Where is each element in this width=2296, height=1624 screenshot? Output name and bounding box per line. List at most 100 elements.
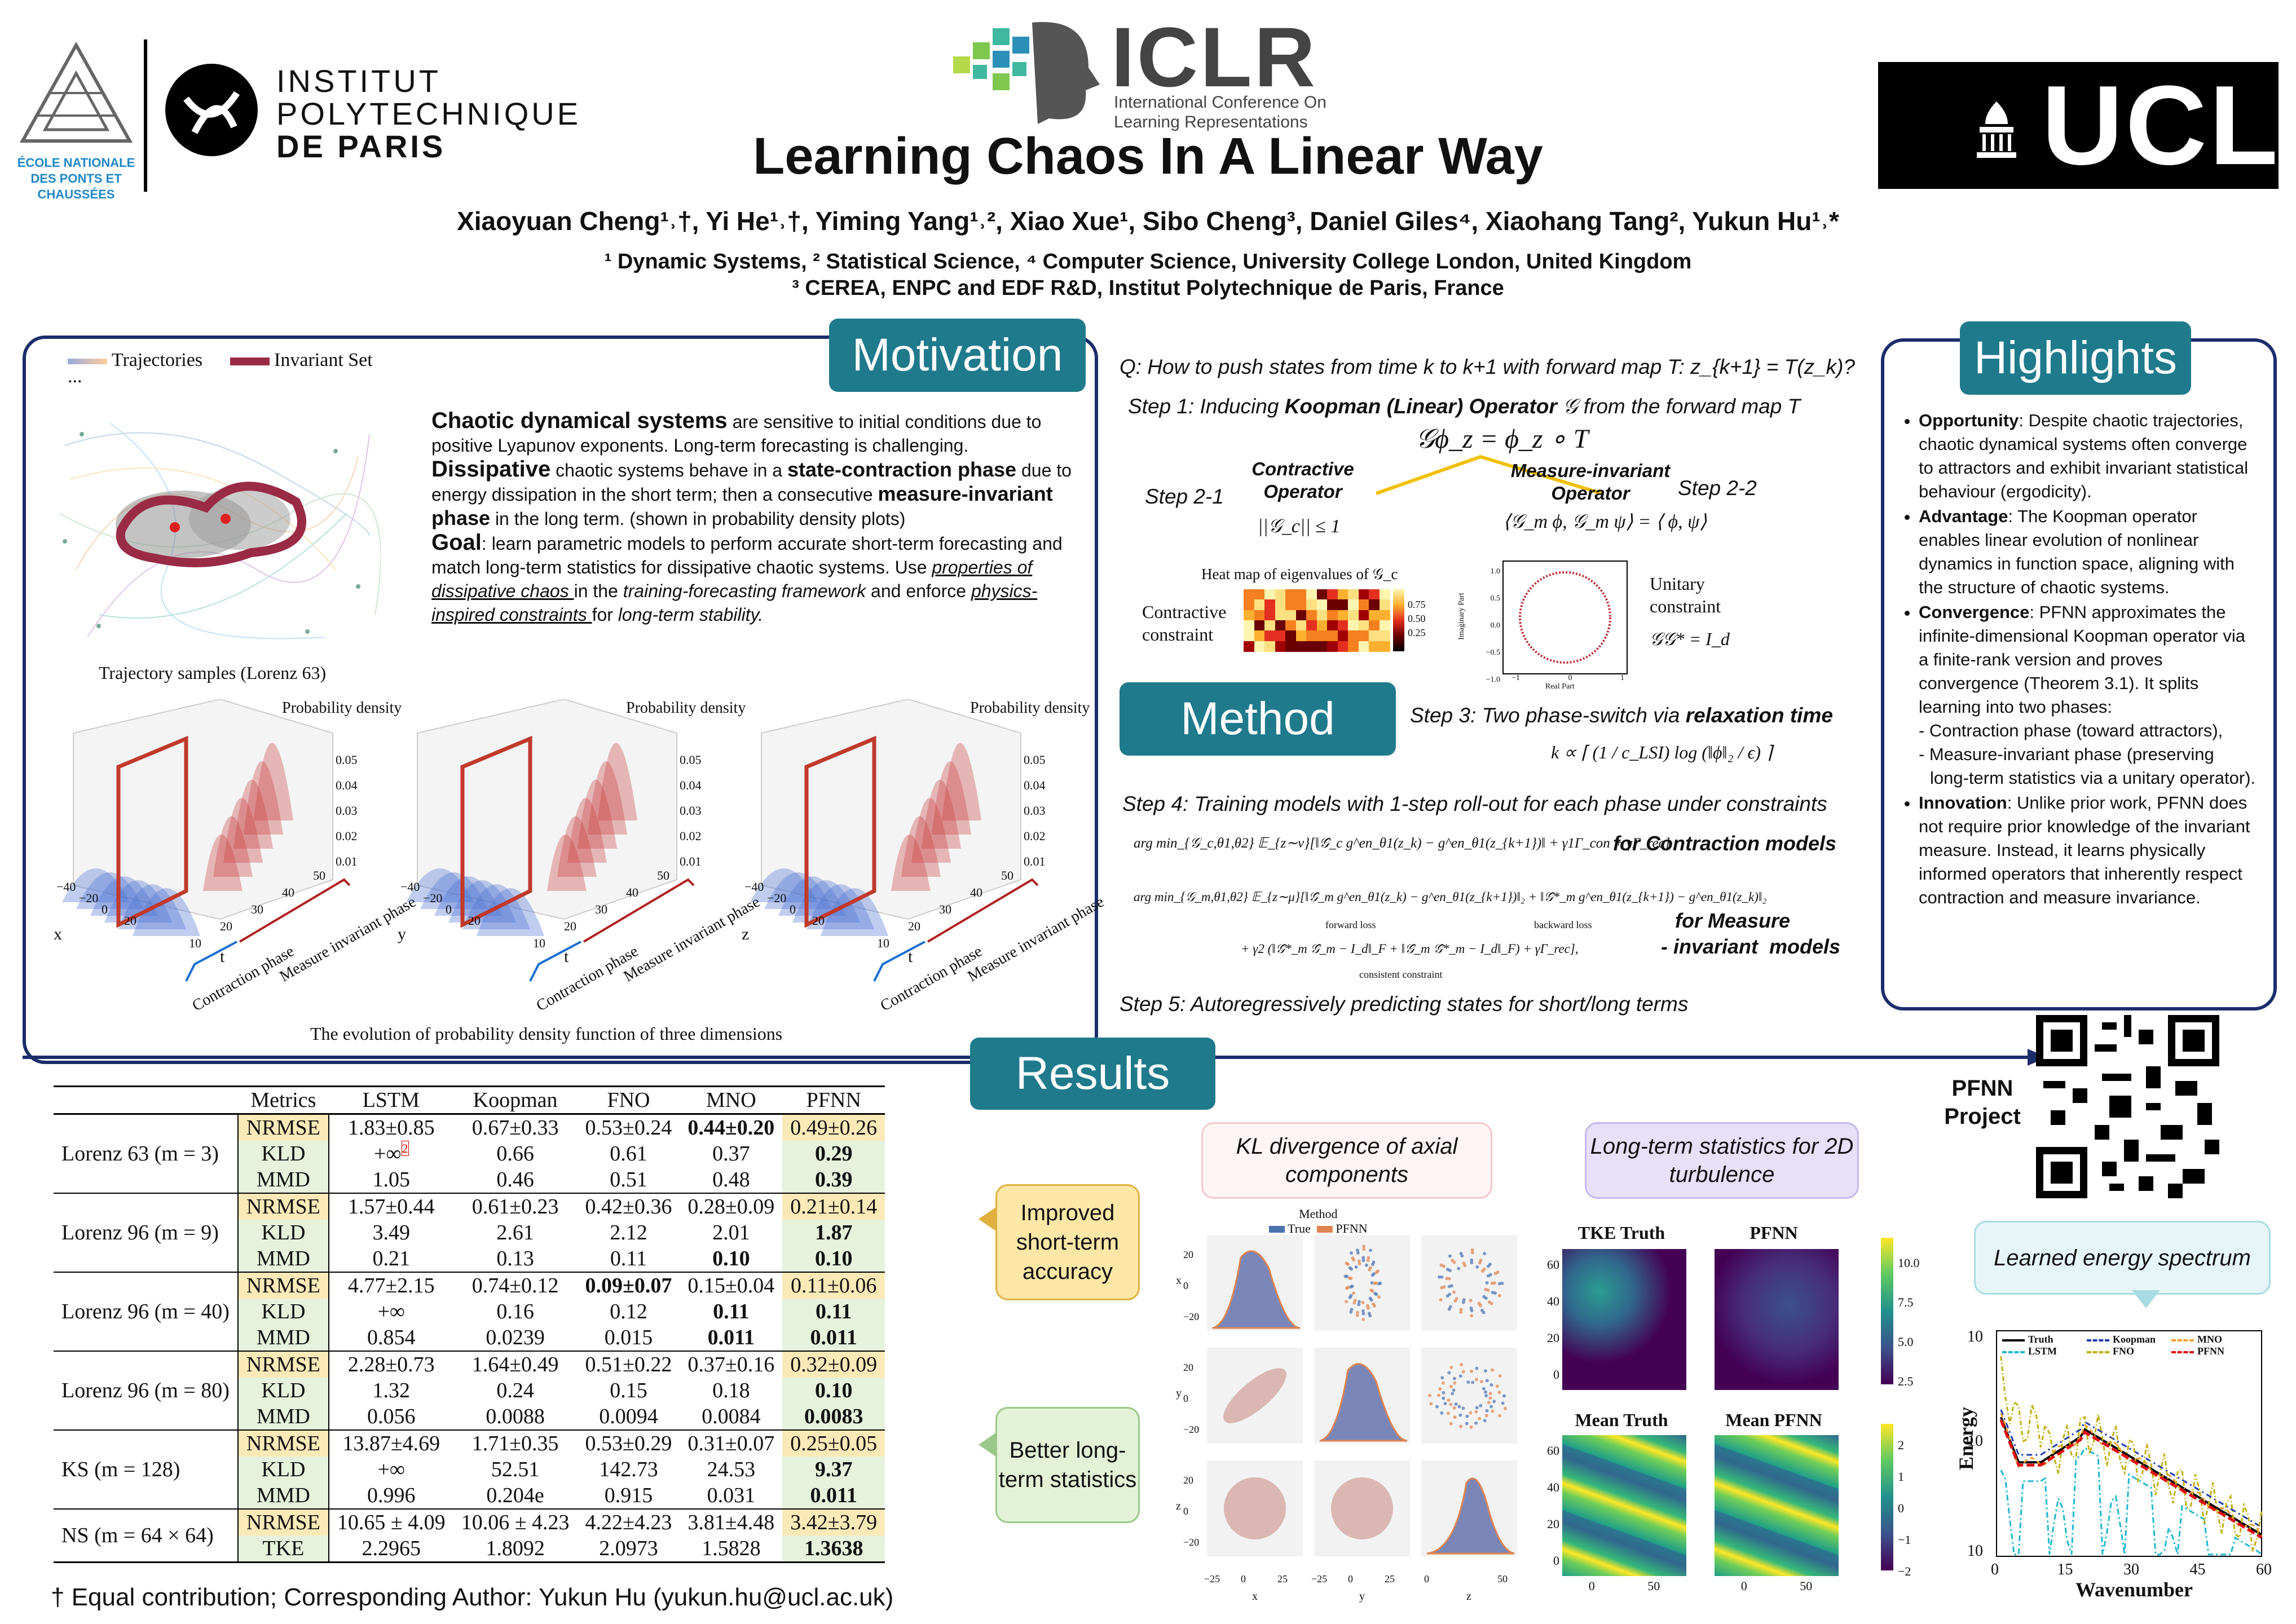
metric-value: 0.28±0.09: [680, 1193, 783, 1220]
density-curve: [62, 868, 130, 902]
density-label: Probability density: [970, 699, 1090, 717]
metric-value: 0.056: [367, 1405, 416, 1428]
metric-value: 0.204e: [486, 1484, 544, 1507]
qr-code[interactable]: [2036, 1015, 2219, 1198]
metric-value: 10.06 ± 4.23: [453, 1508, 578, 1535]
metric-value: 0.49±0.26: [782, 1114, 885, 1141]
density-tick: 0.02: [1024, 829, 1046, 843]
unit-circle-plot: Imaginary Part Real Part 1.0 0.5 0.0 −0.…: [1457, 558, 1636, 694]
density-tick: 0.05: [336, 753, 358, 767]
density-plot-y: [406, 699, 695, 982]
scatter-point: [1487, 1401, 1491, 1405]
logo-divider: [144, 39, 147, 192]
cbar-tick: 7.5: [1898, 1295, 1914, 1309]
kde-contour: [1224, 1477, 1286, 1539]
metric-value: 0.996: [367, 1484, 416, 1507]
metric-value: 0.46: [496, 1168, 534, 1191]
scatter-point: [1455, 1297, 1458, 1301]
scatter-point: [1469, 1306, 1473, 1310]
x-tick: −20: [79, 891, 99, 905]
density-tick: 0.03: [1024, 804, 1046, 818]
energy-spectrum-chart: 0 15 30 45 60 Wavenumber Energy 10 10 10 Truth Koop…: [1946, 1314, 2279, 1607]
pairplot-cell: [1207, 1348, 1303, 1444]
density-curve: [434, 876, 502, 916]
x-tick: 0: [790, 902, 796, 916]
heatmap-cell: [1369, 610, 1380, 621]
heatmap-cell: [1285, 620, 1296, 631]
scatter-point: [1356, 1310, 1360, 1314]
x-tick: 20: [124, 914, 136, 928]
scatter-point: [1452, 1376, 1456, 1380]
kde-contour: [1223, 1368, 1286, 1423]
heatmap-cell: [1369, 641, 1380, 652]
scatter-point: [1452, 1260, 1456, 1264]
metric-value: 2.01: [712, 1221, 750, 1245]
scatter-point: [1447, 1398, 1451, 1402]
p1-rest: are sensitive to initial conditions due …: [431, 412, 1042, 456]
kl-legend-pfnn: PFNN: [1336, 1221, 1368, 1235]
energy-spectrum-title: Learned energy spectrum: [1974, 1221, 2271, 1295]
es-legend-item: MNO: [2171, 1334, 2256, 1345]
metric-name: MMD: [237, 1325, 329, 1351]
longterm-title: Long-term statistics for 2D turbulence: [1585, 1122, 1859, 1199]
pairplot-ytick: 0: [1183, 1280, 1188, 1291]
metric-name: MMD: [237, 1482, 329, 1509]
scatter-point: [1349, 1276, 1353, 1280]
heatmap-cell: [1244, 610, 1254, 621]
metric-value: 0.53±0.29: [577, 1429, 680, 1457]
es-legend-item: Koopman: [2087, 1334, 2171, 1345]
heatmap-cell: [1379, 610, 1390, 621]
heatmap-cell: [1327, 589, 1338, 600]
heatmap-cell: [1285, 641, 1296, 652]
table-row: Lorenz 96 (m = 9) NRMSE 1.57±0.44 0.61±0.23…: [54, 1193, 885, 1272]
heatmap-cell: [1369, 589, 1380, 600]
scatter-point: [1374, 1270, 1378, 1274]
scatter-point: [1442, 1396, 1446, 1400]
scatter-point: [1373, 1281, 1377, 1285]
central-equation: 𝒢ϕ_z = ϕ_z ∘ T: [1416, 424, 1589, 454]
table-row: KLD 1.32 0.24 0.15 0.18 0.10: [54, 1378, 885, 1404]
table-row: MMD 1.05 0.46 0.51 0.48 0.39: [54, 1167, 885, 1193]
highlights-title: Highlights: [1960, 321, 2191, 395]
heatmap-ticks: 0.75 0.50 0.25: [1408, 598, 1426, 640]
heatmap-cell: [1379, 630, 1390, 642]
x-tick: −20: [767, 891, 787, 905]
es-xlabel: Wavenumber: [2075, 1578, 2193, 1601]
density-curve: [90, 876, 158, 916]
scatter-point: [1497, 1391, 1501, 1394]
iclr-sub1: International Conference On: [1114, 93, 1327, 112]
scatter-point: [1483, 1390, 1487, 1394]
heatmap-cell: [1379, 641, 1390, 652]
scatter-point: [1435, 1405, 1439, 1409]
motivation-title: Motivation: [829, 319, 1086, 392]
cbar-tick: 1: [1898, 1469, 1904, 1484]
field-ytick: 40: [1547, 1480, 1559, 1494]
callout-long-pointer: [979, 1432, 997, 1457]
field-yticks: 60 40 20 0: [1543, 1246, 1559, 1393]
metric-value: 0.11: [782, 1299, 885, 1325]
mean-pfnn-title: Mean PFNN: [1725, 1410, 1822, 1430]
density-curve: [932, 761, 971, 835]
heatmap-cell: [1379, 589, 1390, 600]
scatter-point: [1475, 1366, 1479, 1370]
heatmap-cell: [1264, 599, 1275, 611]
spectrum-line-koopman: [2000, 1409, 2262, 1528]
metric-value: 0.09±0.07: [577, 1272, 680, 1299]
density-curve: [133, 888, 200, 936]
heatmap-cell: [1306, 641, 1317, 652]
scatter-point: [1368, 1296, 1372, 1300]
heatmap-cell: [1337, 630, 1348, 642]
table-header: Metrics: [237, 1086, 329, 1115]
scatter-point: [1452, 1290, 1456, 1294]
metric-value: 3.81±4.48: [680, 1508, 783, 1535]
metric-value: 0.25±0.05: [782, 1429, 885, 1457]
pairplot-xtick: −25: [1204, 1573, 1220, 1585]
scatter-point: [1370, 1263, 1374, 1266]
es-legend-label: PFNN: [2197, 1345, 2224, 1357]
scatter-point: [1459, 1424, 1463, 1428]
metric-value: 1.71±0.35: [453, 1429, 578, 1457]
field-xticks-2: 0 50: [1715, 1579, 1839, 1594]
scatter-point: [1366, 1259, 1370, 1263]
p3-d: for: [592, 604, 618, 625]
scatter-point: [1485, 1409, 1489, 1413]
